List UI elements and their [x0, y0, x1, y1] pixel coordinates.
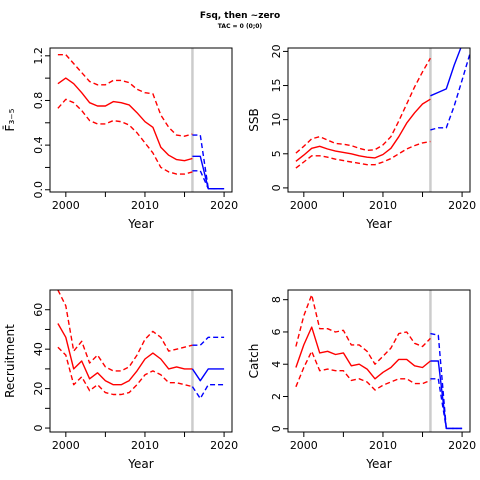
- plot-frame: [287, 47, 471, 193]
- y-tick-label: 0: [270, 425, 283, 432]
- historical-interval-line-1: [295, 57, 432, 154]
- y-tick-label: 8: [270, 296, 283, 303]
- historical-median-line-0: [57, 77, 193, 162]
- x-tick-label: 2020: [210, 439, 238, 452]
- figure-title: Fsq, then ~zero: [199, 11, 281, 21]
- historical-interval-line-1: [57, 290, 193, 372]
- historical-median-line-0: [295, 98, 431, 162]
- y-axis-label: F̄₃₋₅: [3, 108, 17, 131]
- x-tick-label: 2010: [131, 199, 159, 212]
- projection-interval-line-4: [192, 336, 225, 346]
- y-tick-label: 6: [270, 328, 283, 335]
- x-tick-label: 2010: [369, 439, 397, 452]
- plot-frame: [287, 289, 471, 433]
- projection-interval-line-5: [192, 170, 225, 190]
- y-tick-label: 0.8: [32, 92, 45, 110]
- y-axis-label: SSB: [247, 108, 261, 131]
- historical-interval-line-1: [295, 294, 431, 365]
- historical-interval-line-1: [57, 54, 193, 137]
- projection-interval-line-5: [191, 384, 225, 400]
- x-axis-label: Year: [127, 217, 153, 231]
- y-tick-label: 20: [270, 44, 283, 58]
- projection-median-line-3: [191, 368, 225, 382]
- y-axis-label: Recruitment: [3, 324, 17, 398]
- y-axis-label: Catch: [247, 344, 261, 379]
- x-tick-label: 2000: [52, 199, 80, 212]
- y-tick-label: 15: [270, 79, 283, 93]
- projection-median-line-3: [430, 48, 462, 97]
- plot-frame: [49, 47, 233, 193]
- x-tick-label: 2000: [290, 199, 318, 212]
- projection-interval-line-4: [430, 53, 470, 131]
- y-tick-label: 60: [32, 303, 45, 317]
- projection-interval-line-5: [430, 378, 463, 430]
- y-tick-label: 0: [270, 184, 283, 191]
- projection-interval-line-4: [192, 134, 225, 190]
- figure-subtitle: TAC = 0 (0;0): [217, 23, 263, 30]
- x-tick-label: 2010: [131, 439, 159, 452]
- x-tick-label: 2000: [290, 439, 318, 452]
- x-tick-label: 2010: [369, 199, 397, 212]
- x-tick-label: 2020: [448, 439, 476, 452]
- y-tick-label: 0: [32, 425, 45, 432]
- y-tick-label: 5: [270, 150, 283, 157]
- panel-ssb: 2000 2010 2020 0 5 10 15 20 Year SSB: [247, 44, 476, 231]
- historical-interval-line-2: [57, 346, 193, 396]
- historical-median-line-0: [295, 326, 431, 380]
- y-tick-label: 1.2: [32, 47, 45, 64]
- y-tick-label: 20: [32, 382, 45, 396]
- x-axis-label: Year: [127, 457, 153, 471]
- x-tick-label: 2020: [448, 199, 476, 212]
- panel-fbar: 2000 2010 2020 0.0 0.4 0.8 1.2 Year F̄₃₋₅: [3, 47, 238, 231]
- y-tick-label: 2: [270, 393, 283, 400]
- x-axis-label: Year: [365, 217, 391, 231]
- x-tick-label: 2000: [52, 439, 80, 452]
- projection-median-line-3: [430, 360, 463, 430]
- x-tick-label: 2020: [210, 199, 238, 212]
- y-tick-label: 10: [270, 113, 283, 127]
- x-axis-label: Year: [365, 457, 391, 471]
- projection-interval-line-4: [430, 332, 463, 430]
- historical-interval-line-2: [295, 140, 431, 169]
- panel-catch: 2000 2010 2020 0 2 4 6 8 Year Catch: [247, 289, 476, 471]
- historical-interval-line-2: [295, 350, 431, 391]
- plot-frame: [49, 289, 233, 433]
- y-tick-label: 4: [270, 361, 283, 368]
- y-tick-label: 40: [32, 342, 45, 356]
- historical-interval-line-2: [57, 98, 193, 175]
- panel-recruitment: 2000 2010 2020 0 20 40 60 Year Recruitment: [3, 289, 238, 471]
- historical-median-line-0: [57, 323, 193, 386]
- y-tick-label: 0.0: [32, 181, 45, 199]
- y-tick-label: 0.4: [32, 136, 45, 154]
